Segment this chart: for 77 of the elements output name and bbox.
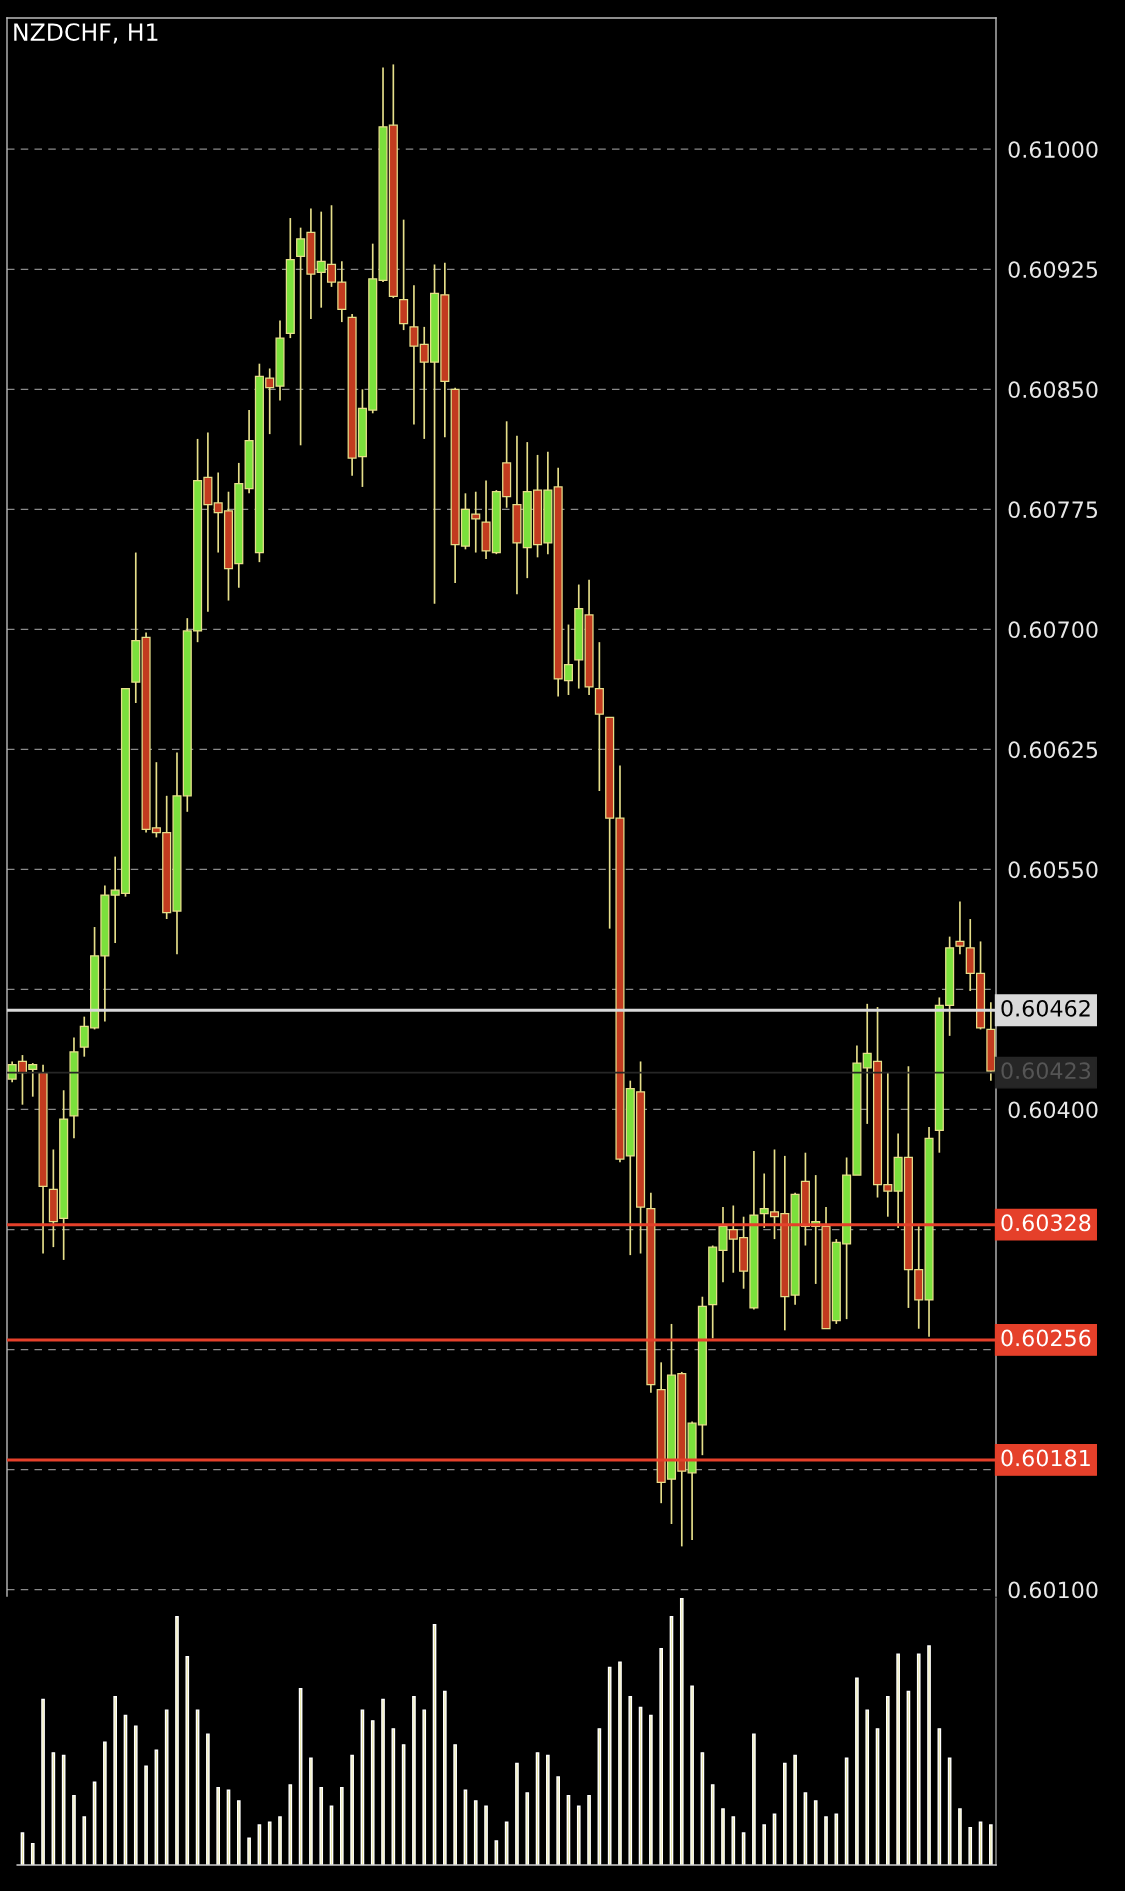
bar	[649, 1714, 653, 1865]
bar	[443, 1690, 447, 1865]
ref-line-label: 0.60181	[1001, 1449, 1090, 1467]
bar	[525, 1792, 530, 1865]
bar	[484, 1805, 488, 1865]
bar	[206, 1733, 210, 1865]
ref-line-label: 0.60328	[1001, 1214, 1091, 1232]
bar	[41, 1698, 45, 1865]
bar	[628, 1696, 633, 1865]
bar	[278, 1816, 282, 1865]
bar	[813, 1800, 818, 1865]
bar	[236, 1800, 241, 1865]
y-tick-label: 0.60625	[1008, 741, 1098, 759]
bar	[679, 1598, 684, 1865]
y-tick-label: 0.60850	[1008, 381, 1098, 399]
bar	[164, 1709, 169, 1865]
bar	[916, 1653, 921, 1865]
bar	[576, 1805, 581, 1865]
bar	[855, 1677, 859, 1865]
y-tick-label: 0.61000	[1008, 141, 1098, 158]
bar	[690, 1685, 694, 1865]
bar	[72, 1794, 76, 1865]
bar	[247, 1837, 251, 1865]
bar	[453, 1744, 457, 1865]
bar	[82, 1816, 87, 1865]
bar	[30, 1842, 35, 1865]
bar	[422, 1709, 427, 1865]
bar	[762, 1824, 767, 1865]
candlestick	[955, 900, 965, 956]
y-tick-label: 0.60775	[1008, 501, 1098, 519]
bar	[968, 1826, 973, 1865]
ref-line-label: 0.60256	[1001, 1329, 1091, 1347]
candlestick	[409, 284, 419, 426]
bar	[473, 1800, 478, 1865]
y-tick-label: 0.60550	[1008, 861, 1098, 879]
y-tick-label: 0.60100	[1008, 1581, 1098, 1599]
bar	[216, 1786, 221, 1865]
bar	[618, 1661, 622, 1865]
y-tick-label: 0.60400	[1008, 1101, 1098, 1119]
bar	[896, 1653, 900, 1865]
chart-title: NZDCHF, H1	[14, 23, 158, 44]
bar	[133, 1725, 138, 1865]
bar	[865, 1709, 870, 1865]
bar	[824, 1816, 828, 1865]
bar	[319, 1786, 324, 1865]
bar	[721, 1808, 725, 1865]
bar	[175, 1615, 179, 1865]
bar	[927, 1645, 931, 1865]
bar	[834, 1813, 839, 1865]
bar	[339, 1786, 344, 1865]
bar	[144, 1765, 148, 1865]
y-tick-label: 0.60700	[1008, 621, 1098, 639]
bar	[793, 1754, 797, 1865]
bar	[309, 1757, 313, 1865]
bar	[103, 1741, 107, 1865]
bar	[515, 1762, 519, 1865]
bar	[185, 1656, 190, 1865]
bar	[885, 1696, 890, 1865]
bar	[587, 1794, 591, 1865]
bar	[710, 1784, 715, 1865]
bar	[267, 1821, 272, 1865]
bar	[288, 1784, 293, 1865]
bar	[556, 1776, 560, 1865]
bar	[752, 1733, 756, 1865]
bar	[381, 1698, 385, 1865]
bar	[350, 1754, 354, 1865]
bar	[546, 1754, 550, 1865]
bar	[370, 1720, 375, 1865]
y-tick-label: 0.60925	[1008, 261, 1098, 279]
bar	[731, 1816, 736, 1865]
bar	[113, 1696, 118, 1865]
ref-line-label: 0.60462	[1001, 999, 1090, 1017]
bar	[958, 1808, 962, 1865]
bar	[412, 1696, 416, 1865]
bar	[989, 1824, 993, 1865]
bar	[782, 1762, 787, 1865]
bar	[659, 1648, 664, 1865]
